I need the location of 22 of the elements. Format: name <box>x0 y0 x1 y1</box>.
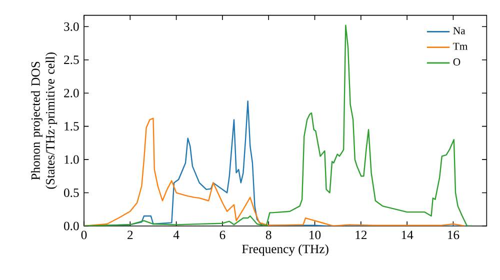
x-tick-label: 2 <box>128 230 133 240</box>
y-tick-label: 1.0 <box>64 155 79 164</box>
legend-label: Na <box>453 27 466 34</box>
x-tick-label: 4 <box>173 230 180 239</box>
legend-label: O <box>453 58 460 66</box>
y-tick-label: 1.5 <box>64 122 79 131</box>
x-tick-label: 12 <box>356 230 367 240</box>
x-tick-label: 14 <box>402 230 414 240</box>
y-tick-label: 3.0 <box>64 22 79 31</box>
line-series <box>84 24 472 226</box>
x-tick-label: 6 <box>220 230 226 240</box>
x-axis-title: Frequency (THz) <box>242 244 328 256</box>
x-tick-label: 8 <box>266 230 272 240</box>
y-tick-label: 2.5 <box>64 56 79 64</box>
y-tick-label: 0.0 <box>64 222 79 230</box>
y-tick-label: 2.0 <box>64 88 79 98</box>
x-tick-label: 10 <box>310 230 321 240</box>
y-tick-label: 0.5 <box>64 188 79 198</box>
x-tick-label: 0 <box>81 230 87 240</box>
legend-label: Tm <box>453 42 468 50</box>
y-axis-title: Phonon projected DOS (States/THz·primitive cell) <box>31 52 58 189</box>
x-tick-label: 16 <box>448 230 460 240</box>
